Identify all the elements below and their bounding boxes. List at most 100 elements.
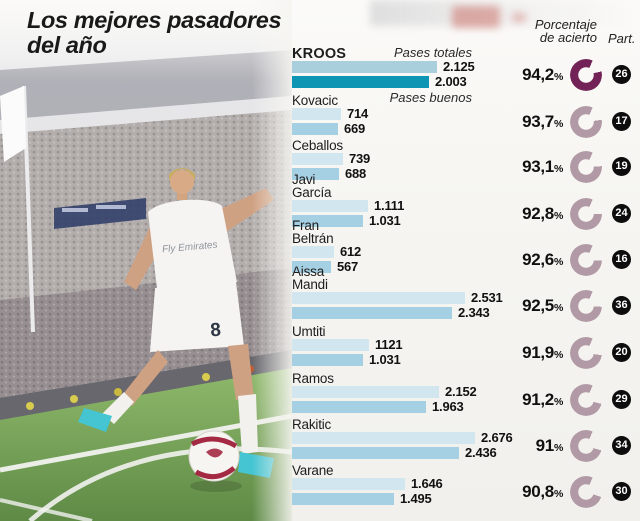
legend-pases-buenos: Pases buenos [389,90,472,105]
percent-symbol: % [553,71,563,83]
participations-badge: 19 [612,157,631,176]
player-name: Varane [292,462,334,478]
pases-totales-value: 612 [340,244,362,259]
player-row: Varane 1.646 1.495 90,8% 30 [0,464,640,510]
participations-badge: 30 [612,482,631,501]
bar-pases-buenos [292,261,331,273]
pases-buenos-value: 688 [345,166,367,181]
accuracy-header-line1: Porcentaje [534,17,597,32]
percent-symbol: % [553,488,563,500]
accuracy-value: 93,7 [522,112,554,131]
accuracy-percentage: 93,7% [468,108,563,135]
bar-pases-buenos [292,123,338,135]
player-name: Ceballos [292,137,343,153]
bar-pases-totales [292,386,439,398]
bar-pases-buenos [292,215,363,227]
accuracy-percentage: 91,9% [468,339,563,366]
accuracy-donut-icon [570,59,602,91]
pases-buenos-value: 2.003 [435,74,467,89]
player-row: Ramos 2.152 1.963 91,2% 29 [0,372,640,418]
percent-symbol: % [553,256,563,268]
accuracy-value: 93,1 [522,157,554,176]
accuracy-donut-icon [570,151,602,183]
player-left-boot [78,408,112,432]
accuracy-value: 91,9 [522,343,554,362]
percent-symbol: % [553,302,563,314]
player-head [170,170,194,194]
player-name: Rakitic [292,416,332,432]
accuracy-percentage: 92,8% [468,200,563,227]
shorts-number-text: 8 [210,320,222,342]
accuracy-percentage: 94,2% [468,61,563,88]
accuracy-value: 92,6 [522,250,554,269]
accuracy-value: 94,2 [522,65,554,84]
bar-pases-buenos [292,447,459,459]
pases-buenos-value: 1.495 [400,491,432,506]
player-name: Javi García [292,172,332,200]
pases-totales-value: 739 [349,151,371,166]
corner-line [0,498,93,521]
accuracy-donut-icon [570,290,602,322]
participations-badge: 20 [612,343,631,362]
player-row: Rakitic 2.676 2.436 91% 34 [0,418,640,464]
accuracy-percentage: 93,1% [468,153,563,180]
player-row: Umtiti 1121 1.031 91,9% 20 [0,325,640,371]
bar-pases-totales [292,61,437,73]
player-row: Javi García 1.111 1.031 92,8% 24 [0,173,640,232]
stadium-facade [0,96,292,138]
accuracy-donut-icon [570,106,602,138]
column-header-accuracy: Porcentaje de acierto [490,17,597,44]
bar-pases-buenos [292,168,339,180]
player-name: KROOS [292,45,347,62]
accuracy-value: 92,8 [522,204,554,223]
pases-buenos-value: 2.343 [458,305,490,320]
accuracy-donut-icon [570,476,602,508]
participations-badge: 24 [612,204,631,223]
bar-pases-buenos [292,354,363,366]
bar-pases-totales [292,246,334,258]
pases-buenos-value: 1.031 [369,213,401,228]
percent-symbol: % [553,118,563,130]
bar-pases-totales [292,432,475,444]
player-row: Aissa Mandi 2.531 2.343 92,5% 36 [0,265,640,324]
player-hair [169,168,195,181]
accuracy-percentage: 91% [468,432,564,459]
accuracy-donut-icon [570,384,602,416]
bar-pases-buenos [292,401,426,413]
player-name: Fran Beltrán [292,218,334,246]
pases-totales-value: 1.646 [411,476,443,491]
player-row: Fran Beltrán 612 567 92,6% 16 [0,219,640,278]
participations-badge: 26 [612,65,631,84]
accuracy-percentage: 92,6% [468,246,563,273]
player-row: KROOS 2.125 2.003 94,2% 26 [0,47,640,93]
player-name: Umtiti [292,323,326,339]
legend-pases-totales: Pases totales [393,45,472,60]
pases-totales-value: 2.125 [443,59,475,74]
accuracy-value: 91 [535,436,555,455]
accuracy-percentage: 92,5% [468,292,563,319]
participations-badge: 36 [612,296,631,315]
pases-buenos-value: 1.031 [369,352,401,367]
pases-totales-value: 714 [347,106,369,121]
pases-totales-value: 1.111 [374,198,405,213]
percent-symbol: % [553,349,563,361]
percent-symbol: % [553,442,563,454]
bar-pases-totales [292,108,341,120]
bar-pases-buenos [292,307,452,319]
page-title: Los mejores pasadores del año [27,7,282,58]
pases-buenos-value: 669 [344,121,366,136]
participations-badge: 29 [612,390,631,409]
participations-badge: 16 [612,250,631,269]
player-name: Ramos [292,370,334,386]
percent-symbol: % [553,210,563,222]
player-right-thigh [228,344,254,400]
accuracy-donut-icon [570,198,602,230]
pases-totales-value: 2.676 [481,430,513,445]
player-name: Aissa Mandi [292,264,328,292]
pases-buenos-value: 1.963 [432,399,464,414]
corner-flag [0,86,26,162]
corner-flag-pole [22,85,35,333]
bar-pases-totales [292,292,465,304]
player-row: Kovacic 714 669 93,7% 17 [0,94,640,140]
